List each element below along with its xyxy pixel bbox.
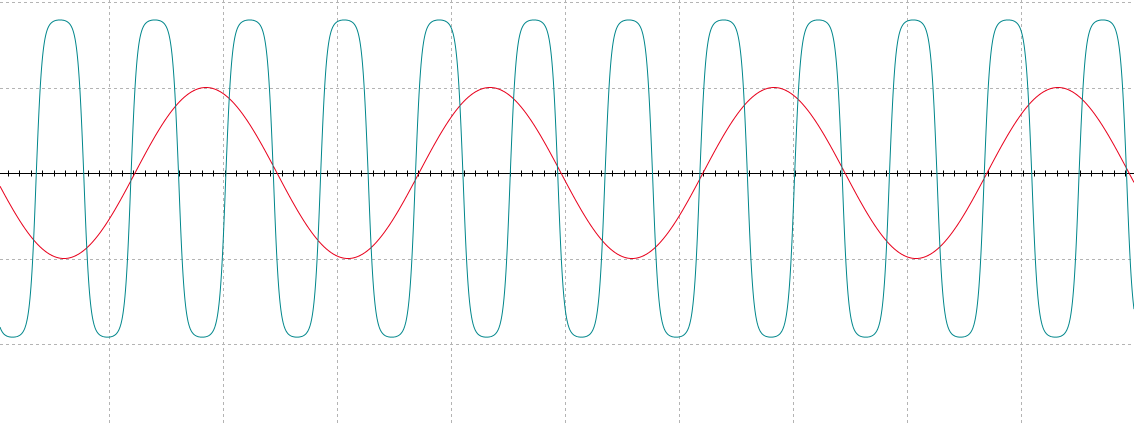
series-line-teal bbox=[0, 19, 1134, 338]
series-group bbox=[0, 19, 1134, 338]
series-line-red bbox=[0, 87, 1134, 259]
x-axis bbox=[0, 170, 1134, 177]
